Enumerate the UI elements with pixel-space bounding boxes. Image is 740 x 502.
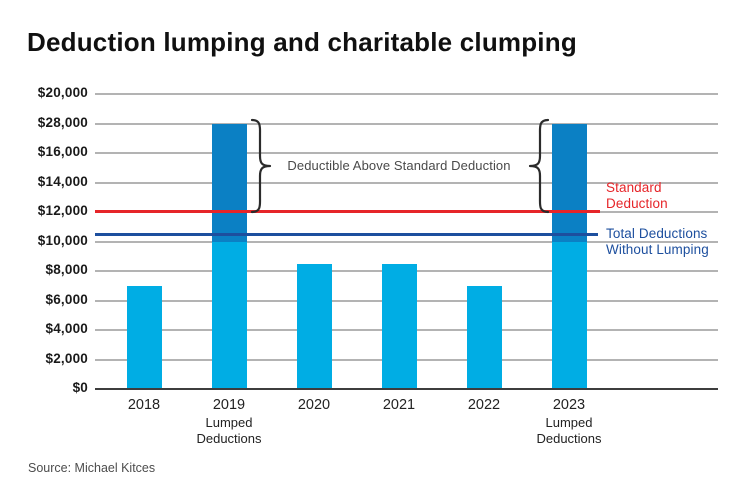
x-tick-label-2020: 2020 bbox=[297, 397, 331, 413]
total-deductions-label-line2: Without Lumping bbox=[606, 241, 709, 257]
y-tick-label: $6,000 bbox=[45, 291, 88, 307]
standard-deduction-label-line2: Deduction bbox=[606, 195, 668, 211]
bar-2023-light bbox=[551, 241, 587, 389]
x-tick-label-2019: 2019 bbox=[212, 397, 246, 413]
source-credit: Source: Michael Kitces bbox=[28, 461, 156, 475]
standard-deduction-label: Standard Deduction bbox=[606, 180, 668, 211]
gridline bbox=[95, 122, 718, 125]
x-tick-label-2022: 2022 bbox=[467, 397, 501, 413]
y-tick-label: $4,000 bbox=[45, 321, 88, 336]
x-tick-label-2021: 2021 bbox=[382, 397, 416, 413]
y-tick-label: $20,000 bbox=[37, 85, 88, 100]
y-tick-label: $12,000 bbox=[37, 203, 88, 218]
gridline bbox=[95, 240, 718, 243]
x-axis-baseline bbox=[95, 388, 718, 390]
y-tick-label: $16,000 bbox=[37, 144, 88, 159]
y-tick-label: $8,000 bbox=[45, 262, 88, 277]
total-deductions-line bbox=[95, 233, 598, 237]
x-tick-label-2018: 2018 bbox=[127, 397, 161, 413]
x-sublabel-2023: Lumped Deductions bbox=[536, 415, 602, 446]
bar-2019-dark bbox=[211, 123, 247, 242]
bar-2020-light bbox=[296, 263, 332, 389]
gridline bbox=[95, 152, 718, 154]
x-tick-label-2023: 2023 bbox=[552, 397, 586, 413]
y-tick-label: $0 bbox=[72, 380, 88, 395]
left-brace bbox=[250, 118, 272, 214]
bar-2022-light bbox=[466, 285, 502, 389]
bar-2019-light bbox=[211, 241, 247, 389]
bar-2023-dark bbox=[551, 123, 587, 242]
y-tick-label: $14,000 bbox=[37, 173, 88, 189]
y-tick-label: $28,000 bbox=[37, 114, 88, 130]
right-brace bbox=[528, 118, 550, 214]
total-deductions-label: Total Deductions Without Lumping bbox=[606, 226, 709, 257]
chart-title: Deduction lumping and charitable clumpin… bbox=[27, 27, 577, 57]
total-deductions-label-line1: Total Deductions bbox=[606, 226, 708, 241]
gridline bbox=[95, 93, 718, 95]
bar-2021-light bbox=[381, 263, 417, 389]
standard-deduction-label-line1: Standard bbox=[606, 180, 662, 195]
y-tick-label: $2,000 bbox=[45, 350, 88, 366]
gridline bbox=[95, 181, 718, 184]
x-sublabel-2019: Lumped Deductions bbox=[196, 415, 262, 446]
y-tick-label: $10,000 bbox=[37, 232, 88, 248]
bar-2018-light bbox=[126, 285, 162, 389]
standard-deduction-line bbox=[95, 210, 600, 213]
annotation-text: Deductible Above Standard Deduction bbox=[287, 158, 511, 173]
